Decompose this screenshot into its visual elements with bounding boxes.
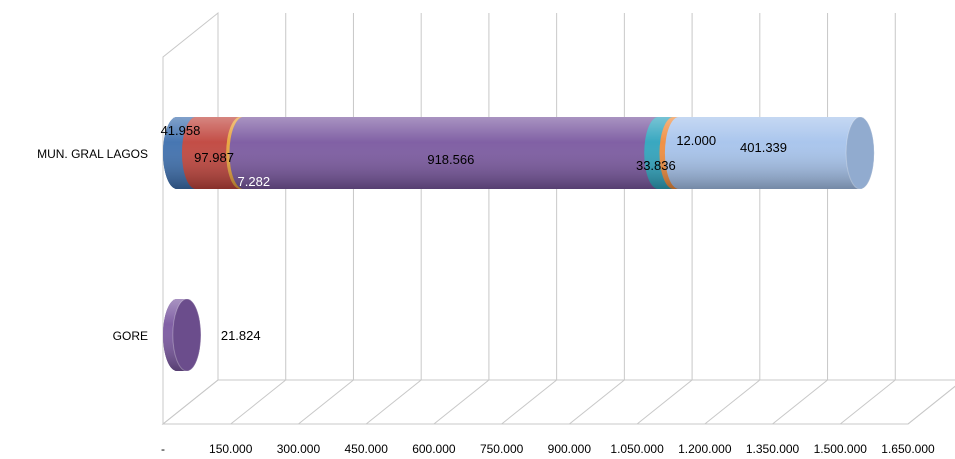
floor-gridline bbox=[636, 379, 693, 425]
data-label: 12.000 bbox=[676, 133, 716, 148]
x-axis-ticks: - 150.000 300.000 450.000 600.000 750.000 900.… bbox=[161, 442, 935, 456]
data-label: 97.987 bbox=[194, 150, 234, 165]
bar-segment bbox=[229, 117, 673, 189]
data-label: 7.282 bbox=[238, 174, 271, 189]
floor-gridline bbox=[772, 379, 828, 425]
data-labels: 21.824 41.958 97.987 7.282 918.566 33.83612.0… bbox=[161, 123, 787, 343]
x-tick-label: 1.500.000 bbox=[814, 442, 868, 456]
x-tick-label: - bbox=[161, 442, 165, 456]
floor-gridline bbox=[433, 379, 490, 425]
x-tick-label: 600.000 bbox=[412, 442, 456, 456]
bar-segment bbox=[664, 116, 875, 190]
plot-frame bbox=[161, 11, 955, 426]
floor-gridline bbox=[907, 385, 955, 425]
x-tick-label: 150.000 bbox=[209, 442, 253, 456]
floor-gridline bbox=[365, 379, 422, 425]
category-label: GORE bbox=[113, 329, 148, 343]
x-tick-label: 750.000 bbox=[480, 442, 524, 456]
x-tick-label: 900.000 bbox=[548, 442, 592, 456]
data-label: 918.566 bbox=[427, 152, 474, 167]
floor bbox=[161, 379, 955, 425]
bars bbox=[163, 116, 875, 372]
data-label: 21.824 bbox=[221, 328, 261, 343]
x-tick-label: 1.200.000 bbox=[678, 442, 732, 456]
x-tick-label: 1.350.000 bbox=[746, 442, 800, 456]
category-labels: GORE MUN. GRAL LAGOS bbox=[37, 147, 148, 343]
floor-gridline bbox=[501, 379, 557, 425]
bar-segment bbox=[163, 298, 202, 372]
data-label: 401.339 bbox=[740, 140, 787, 155]
category-label: MUN. GRAL LAGOS bbox=[37, 147, 148, 161]
x-tick-label: 1.050.000 bbox=[610, 442, 664, 456]
floor-gridline bbox=[839, 379, 896, 425]
x-tick-label: 300.000 bbox=[277, 442, 321, 456]
floor-gridline bbox=[230, 379, 287, 425]
gridlines bbox=[230, 13, 955, 425]
x-tick-label: 1.650.000 bbox=[881, 442, 935, 456]
floor-gridline bbox=[704, 379, 761, 425]
data-label: 33.836 bbox=[636, 158, 676, 173]
floor-gridline bbox=[298, 379, 354, 425]
data-label: 41.958 bbox=[161, 123, 201, 138]
x-tick-label: 450.000 bbox=[344, 442, 388, 456]
floor-gridline bbox=[569, 379, 625, 425]
